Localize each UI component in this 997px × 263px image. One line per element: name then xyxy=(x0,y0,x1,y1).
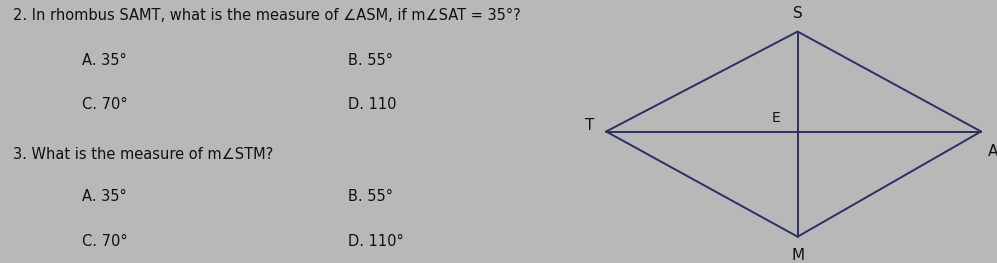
Text: 2. In rhombus SAMT, what is the measure of ∠ASM, if m∠SAT = 35°?: 2. In rhombus SAMT, what is the measure … xyxy=(13,8,520,23)
Text: D. 110: D. 110 xyxy=(348,97,397,112)
Text: C. 70°: C. 70° xyxy=(83,97,128,112)
Text: A: A xyxy=(988,144,997,159)
Text: E: E xyxy=(772,111,781,125)
Text: A. 35°: A. 35° xyxy=(83,53,127,68)
Text: A. 35°: A. 35° xyxy=(83,189,127,204)
Text: D. 110°: D. 110° xyxy=(348,234,404,249)
Text: C. 70°: C. 70° xyxy=(83,234,128,249)
Text: B. 55°: B. 55° xyxy=(348,189,393,204)
Text: 3. What is the measure of m∠STM?: 3. What is the measure of m∠STM? xyxy=(13,147,273,162)
Text: B. 55°: B. 55° xyxy=(348,53,393,68)
Text: S: S xyxy=(793,6,803,21)
Text: T: T xyxy=(585,118,594,133)
Text: M: M xyxy=(791,248,805,263)
